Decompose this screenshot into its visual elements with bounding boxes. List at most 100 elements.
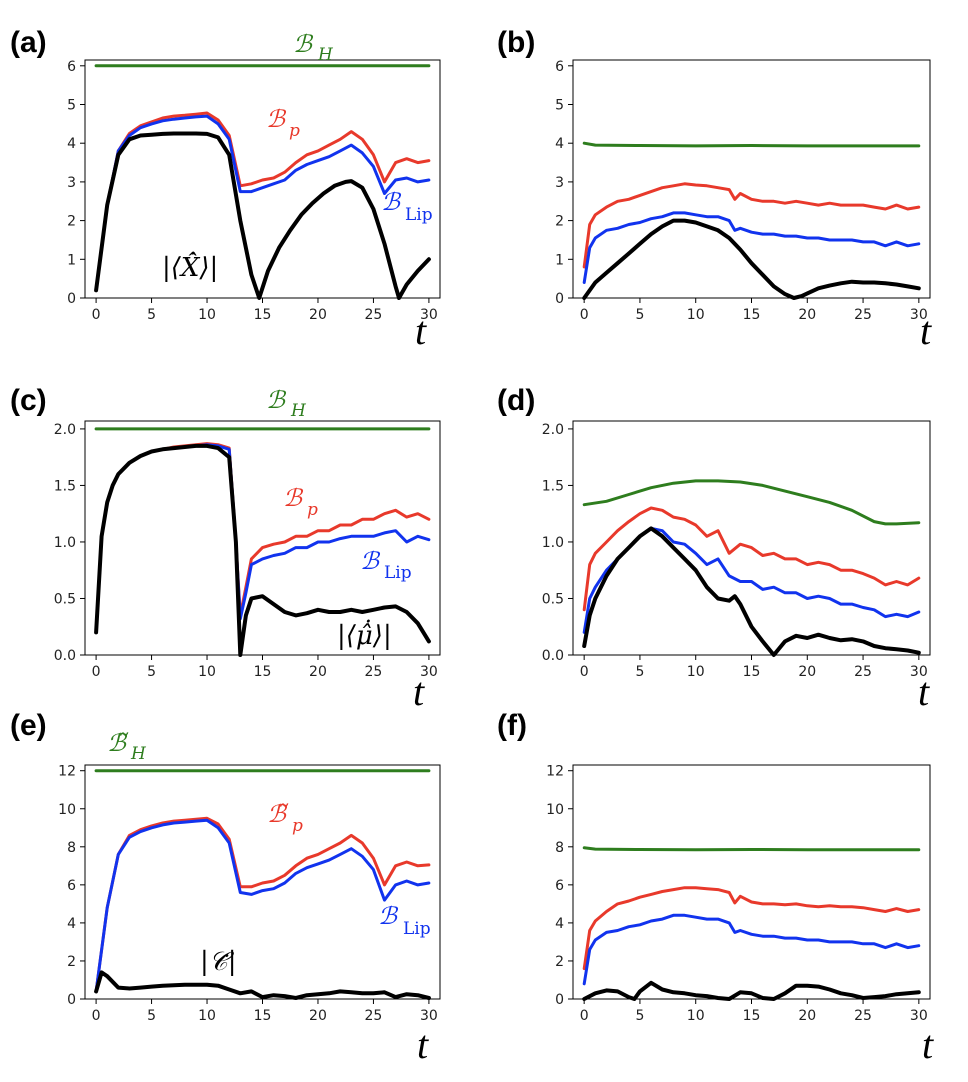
y-tick-label-f: 6 xyxy=(555,878,564,894)
y-tick-label-d: 0.0 xyxy=(542,648,564,664)
x-tick-label-c: 10 xyxy=(198,664,216,680)
y-tick-label-e: 8 xyxy=(67,840,76,856)
x-axis-label-d: t xyxy=(918,669,930,714)
x-tick-label-e: 0 xyxy=(92,1008,101,1024)
x-tick-label-c: 5 xyxy=(147,664,156,680)
annotation-blip-c: ℬ Lip xyxy=(360,547,412,583)
panel-label-b: (b) xyxy=(497,26,535,59)
series-line-c-red xyxy=(94,442,431,634)
x-tick-label-c: 30 xyxy=(420,664,438,680)
panel-label-f: (f) xyxy=(497,709,527,742)
annotation-bp-a: ℬ p xyxy=(266,105,300,141)
y-tick-label-c: 0.0 xyxy=(54,648,76,664)
x-tick-label-d: 15 xyxy=(743,664,761,680)
annotation-bh-c: ℬ H xyxy=(266,386,307,421)
x-tick-label-f: 10 xyxy=(687,1008,705,1024)
x-tick-label-d: 0 xyxy=(580,664,589,680)
x-tick-label-d: 25 xyxy=(854,664,872,680)
plot-area-c: 0 5 10 15 20 25 30 0.0 0.5 1.0 1.5 2.0 xyxy=(54,420,441,680)
y-tick-label-e: 4 xyxy=(67,916,76,932)
x-tick-label-a: 15 xyxy=(254,307,272,323)
annotation-bh-a-sub: H xyxy=(317,45,334,65)
x-tick-label-d: 5 xyxy=(635,664,644,680)
annotation-bp-a-main: ℬ xyxy=(266,105,287,133)
series-line-d-green xyxy=(582,479,921,526)
x-tick-label-f: 25 xyxy=(854,1008,872,1024)
y-tick-label-e: 6 xyxy=(67,878,76,894)
series-line-b-blue xyxy=(582,211,921,284)
annotation-bp-c: ℬ p xyxy=(283,484,318,520)
y-tick-label-f: 4 xyxy=(555,916,564,932)
panel-b: (b) 0 5 10 15 20 25 30 0 1 2 3 4 5 6 t xyxy=(497,26,932,353)
y-tick-label-a: 3 xyxy=(67,175,76,191)
series-line-b-red xyxy=(582,182,921,269)
y-tick-label-e: 10 xyxy=(58,802,76,818)
series-line-b-black xyxy=(582,218,921,300)
x-tick-label-c: 25 xyxy=(365,664,383,680)
y-tick-label-a: 4 xyxy=(67,136,76,152)
x-tick-label-f: 0 xyxy=(580,1008,589,1024)
x-tick-label-b: 15 xyxy=(743,307,761,323)
series-line-b-green xyxy=(582,141,921,148)
annotation-bp-e-sub: p xyxy=(292,816,303,836)
y-tick-label-d: 2.0 xyxy=(542,422,564,438)
panel-label-c: (c) xyxy=(10,384,47,417)
annotation-bp-e: ℬ̃ p xyxy=(267,800,303,836)
y-tick-label-d: 1.0 xyxy=(542,535,564,551)
series-line-c-blue xyxy=(94,443,431,634)
series-line-f-blue xyxy=(582,913,921,986)
y-tick-label-c: 1.5 xyxy=(54,478,76,494)
x-tick-label-b: 25 xyxy=(854,307,872,323)
x-tick-label-b: 10 xyxy=(687,307,705,323)
plot-area-f: 0 5 10 15 20 25 30 0 2 4 6 8 10 12 xyxy=(546,764,931,1024)
x-tick-label-b: 20 xyxy=(798,307,816,323)
y-tick-label-b: 2 xyxy=(555,214,564,230)
series-line-d-black xyxy=(582,526,921,657)
annotation-bh-e-main: ℬ̃ xyxy=(107,729,129,757)
y-tick-label-b: 3 xyxy=(555,175,564,191)
y-tick-label-e: 12 xyxy=(58,764,76,780)
y-tick-label-c: 1.0 xyxy=(54,535,76,551)
x-tick-label-e: 20 xyxy=(309,1008,327,1024)
x-tick-label-b: 0 xyxy=(580,307,589,323)
y-tick-label-f: 2 xyxy=(555,954,564,970)
series-line-a-red xyxy=(94,111,431,292)
x-tick-label-a: 25 xyxy=(365,307,383,323)
annotation-xdot-a: |⟨X̂̇⟩| xyxy=(162,251,218,283)
x-tick-label-c: 20 xyxy=(309,664,327,680)
y-tick-label-b: 5 xyxy=(555,98,564,114)
x-tick-label-a: 10 xyxy=(198,307,216,323)
x-tick-label-e: 25 xyxy=(365,1008,383,1024)
annotation-blip-e-sub: Lip xyxy=(403,919,431,939)
series-line-a-blue xyxy=(94,114,431,292)
y-tick-label-d: 0.5 xyxy=(542,591,564,607)
x-axis-label-a: t xyxy=(415,308,427,353)
y-tick-label-b: 4 xyxy=(555,136,564,152)
annotation-blip-c-sub: Lip xyxy=(384,563,412,583)
annotation-blip-a: ℬ Lip xyxy=(381,188,433,225)
x-axis-label-c: t xyxy=(413,669,425,714)
axes-frame-d xyxy=(572,420,931,656)
annotation-blip-a-main: ℬ xyxy=(381,188,402,216)
series-line-e-blue xyxy=(94,818,431,993)
series-line-a-black xyxy=(94,131,431,300)
axes-frame-f xyxy=(572,764,931,1000)
annotation-bp-a-sub: p xyxy=(289,121,300,141)
series-line-d-red xyxy=(582,506,921,612)
annotation-bp-c-sub: p xyxy=(307,500,318,520)
y-tick-label-a: 5 xyxy=(67,98,76,114)
series-line-e-red xyxy=(94,816,431,993)
panel-d: (d) 0 5 10 15 20 25 30 0.0 0.5 1.0 1.5 2.0 t xyxy=(497,384,931,714)
x-tick-label-d: 30 xyxy=(910,664,928,680)
annotation-blip-e-main: ℬ xyxy=(378,902,399,930)
x-tick-label-f: 30 xyxy=(910,1008,928,1024)
annotation-bh-e-sub: H xyxy=(130,744,147,764)
x-tick-label-c: 0 xyxy=(92,664,101,680)
annotation-bh-a: ℬ H xyxy=(293,30,334,65)
x-tick-label-e: 5 xyxy=(147,1008,156,1024)
panel-e: (e) 0 5 10 15 20 25 30 0 2 4 6 8 10 12 t ℬ̃ H ℬ̃ p ℬ … xyxy=(10,709,441,1067)
x-tick-label-d: 20 xyxy=(798,664,816,680)
y-tick-label-c: 2.0 xyxy=(54,422,76,438)
